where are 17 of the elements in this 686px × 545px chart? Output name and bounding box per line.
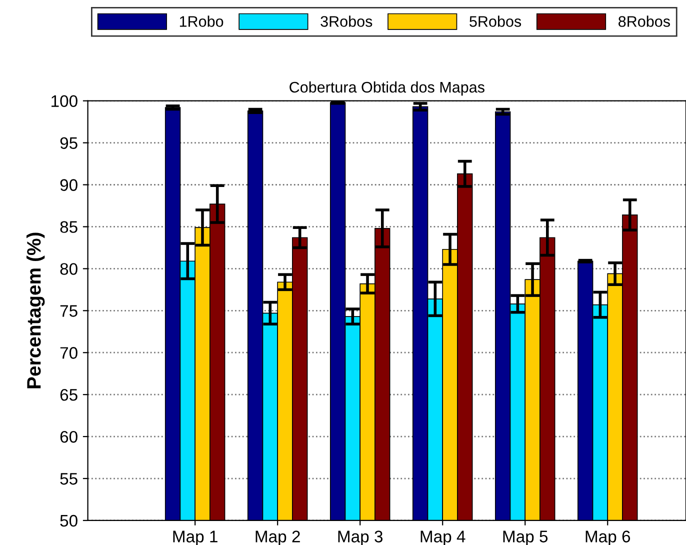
legend-label: 3Robos bbox=[320, 16, 372, 27]
legend-label: 5Robos bbox=[470, 16, 522, 27]
chart-title: Cobertura Obtida dos Mapas bbox=[290, 81, 484, 96]
y-tick-label: 55 bbox=[60, 473, 78, 485]
y-tick-label: 85 bbox=[60, 221, 78, 233]
y-axis-title: Percentagem (%) bbox=[26, 232, 45, 388]
y-tick-label: 50 bbox=[60, 514, 78, 527]
y-tick-label: 60 bbox=[60, 430, 78, 443]
legend-label: 1Robo bbox=[180, 16, 224, 27]
y-tick-label: 75 bbox=[60, 305, 78, 317]
y-tick-label: 65 bbox=[60, 388, 78, 401]
y-tick-label: 80 bbox=[60, 263, 78, 275]
y-tick-label: 100 bbox=[52, 95, 78, 108]
y-tick-label: 95 bbox=[60, 137, 78, 149]
legend-label: 8Robos bbox=[618, 16, 670, 27]
y-tick-label: 90 bbox=[60, 179, 78, 191]
y-tick-label: 70 bbox=[60, 347, 78, 359]
